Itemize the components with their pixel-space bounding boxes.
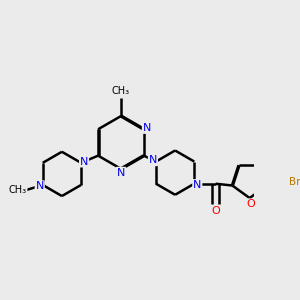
Text: N: N <box>117 168 125 178</box>
Text: Br: Br <box>289 177 300 187</box>
Text: O: O <box>211 206 220 216</box>
Text: N: N <box>80 157 88 166</box>
Text: CH₃: CH₃ <box>112 86 130 96</box>
Text: N: N <box>193 180 202 190</box>
Text: N: N <box>149 155 157 165</box>
Text: O: O <box>247 199 255 209</box>
Text: CH₃: CH₃ <box>8 185 27 195</box>
Text: N: N <box>143 123 151 133</box>
Text: N: N <box>35 181 44 191</box>
